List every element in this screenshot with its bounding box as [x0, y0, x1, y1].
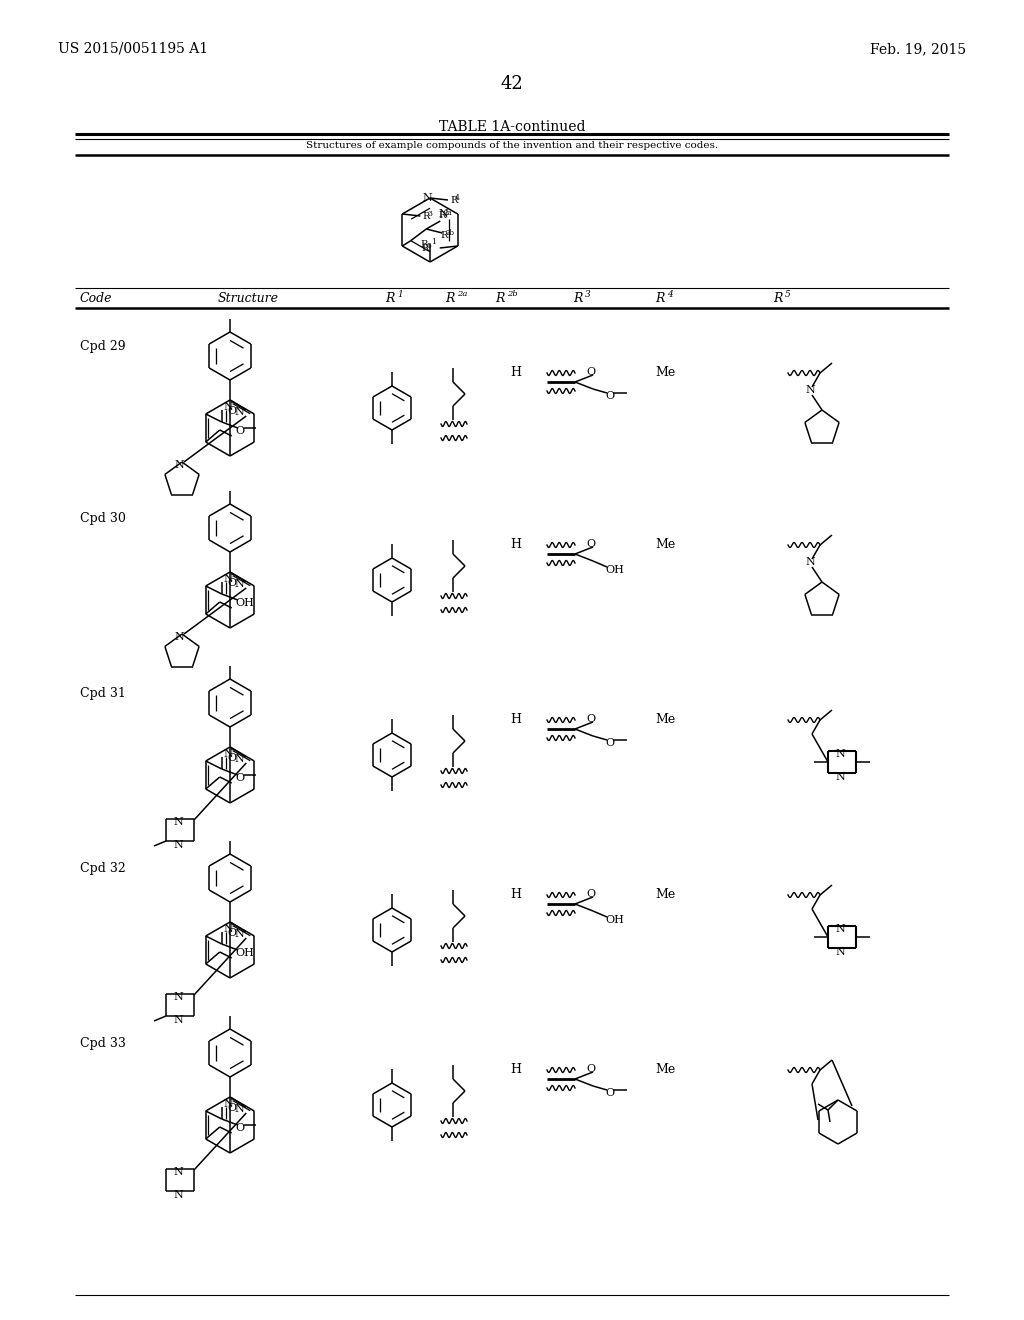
Text: N: N	[439, 209, 449, 219]
Text: 5: 5	[785, 290, 791, 300]
Text: N: N	[836, 772, 845, 781]
Text: O: O	[227, 407, 237, 416]
Text: O: O	[227, 752, 237, 763]
Text: R: R	[438, 211, 445, 220]
Text: Cpd 29: Cpd 29	[80, 341, 126, 352]
Text: 1: 1	[397, 290, 402, 300]
Text: 1: 1	[431, 238, 436, 246]
Text: O: O	[605, 738, 614, 748]
Text: Code: Code	[80, 292, 113, 305]
Text: Me: Me	[655, 1063, 675, 1076]
Text: O: O	[605, 1088, 614, 1098]
Text: N: N	[422, 193, 432, 203]
Text: 2b: 2b	[507, 290, 518, 298]
Text: O: O	[227, 1104, 237, 1113]
Text: 2b: 2b	[445, 228, 455, 238]
Text: R: R	[440, 231, 447, 240]
Text: OH: OH	[236, 948, 255, 958]
Text: N: N	[174, 632, 184, 642]
Text: R: R	[385, 292, 394, 305]
Text: O: O	[236, 774, 245, 783]
Text: TABLE 1A-continued: TABLE 1A-continued	[438, 120, 586, 135]
Text: N: N	[836, 924, 845, 935]
Text: O: O	[236, 426, 245, 436]
Text: Cpd 30: Cpd 30	[80, 512, 126, 525]
Text: N: N	[234, 754, 244, 764]
Text: Cpd 33: Cpd 33	[80, 1038, 126, 1049]
Text: R: R	[422, 213, 430, 220]
Text: Me: Me	[655, 366, 675, 379]
Text: 4: 4	[667, 290, 673, 300]
Text: N: N	[223, 748, 232, 759]
Text: N: N	[805, 385, 815, 395]
Text: O: O	[587, 888, 596, 899]
Text: N: N	[173, 1191, 183, 1200]
Text: Structures of example compounds of the invention and their respective codes.: Structures of example compounds of the i…	[306, 141, 718, 150]
Text: N: N	[173, 840, 183, 850]
Text: Me: Me	[655, 888, 675, 902]
Text: N: N	[173, 993, 183, 1002]
Text: O: O	[227, 578, 237, 587]
Text: Cpd 32: Cpd 32	[80, 862, 126, 875]
Text: R: R	[450, 195, 458, 205]
Text: N: N	[174, 459, 184, 470]
Text: O: O	[587, 367, 596, 378]
Text: H: H	[511, 1063, 521, 1076]
Text: N: N	[234, 929, 244, 939]
Text: N: N	[173, 817, 183, 828]
Text: R: R	[573, 292, 583, 305]
Text: N: N	[234, 1104, 244, 1114]
Text: 3: 3	[585, 290, 591, 300]
Text: N: N	[836, 748, 845, 759]
Text: H: H	[511, 888, 521, 902]
Text: 3: 3	[427, 210, 432, 218]
Text: R: R	[422, 244, 429, 253]
Text: N: N	[223, 1100, 232, 1109]
Text: 2a: 2a	[443, 209, 452, 216]
Text: O: O	[605, 391, 614, 401]
Text: R: R	[655, 292, 665, 305]
Text: OH: OH	[236, 598, 255, 609]
Text: 2a: 2a	[457, 290, 467, 298]
Text: O: O	[587, 1064, 596, 1074]
Text: OH: OH	[605, 565, 624, 576]
Text: R: R	[496, 292, 505, 305]
Text: N: N	[234, 579, 244, 589]
Text: 5: 5	[427, 242, 431, 249]
Text: H: H	[511, 366, 521, 379]
Text: Cpd 31: Cpd 31	[80, 686, 126, 700]
Text: O: O	[227, 928, 237, 939]
Text: 4: 4	[455, 194, 460, 202]
Text: US 2015/0051195 A1: US 2015/0051195 A1	[58, 42, 208, 55]
Text: Me: Me	[655, 539, 675, 550]
Text: N: N	[805, 557, 815, 568]
Text: N: N	[173, 1015, 183, 1026]
Text: 42: 42	[501, 75, 523, 92]
Text: O: O	[587, 714, 596, 723]
Text: OH: OH	[605, 915, 624, 925]
Text: N: N	[223, 924, 232, 935]
Text: H: H	[511, 713, 521, 726]
Text: H: H	[511, 539, 521, 550]
Text: N: N	[173, 1167, 183, 1177]
Text: N: N	[836, 946, 845, 957]
Text: N: N	[223, 574, 232, 583]
Text: N: N	[234, 407, 244, 417]
Text: R: R	[445, 292, 455, 305]
Text: Me: Me	[655, 713, 675, 726]
Text: Feb. 19, 2015: Feb. 19, 2015	[869, 42, 966, 55]
Text: R: R	[773, 292, 782, 305]
Text: R: R	[421, 240, 428, 249]
Text: O: O	[587, 539, 596, 549]
Text: Structure: Structure	[217, 292, 279, 305]
Text: O: O	[236, 1123, 245, 1133]
Text: N: N	[223, 403, 232, 412]
